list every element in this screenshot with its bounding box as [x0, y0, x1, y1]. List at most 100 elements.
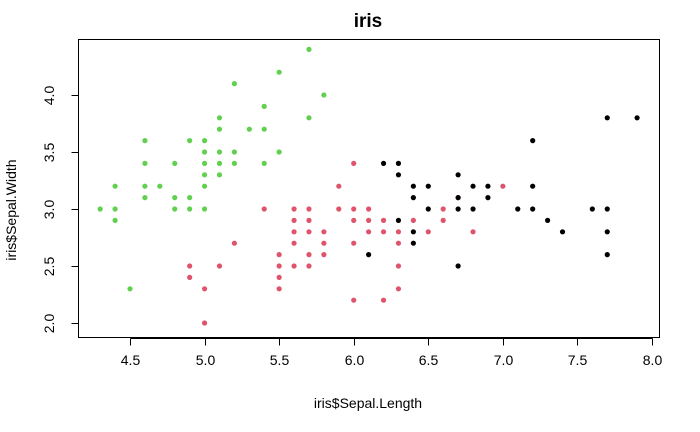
data-point-group-1: [142, 195, 148, 201]
data-point-group-3: [455, 206, 461, 212]
y-tick-label: 2.5: [41, 257, 57, 277]
data-point-group-3: [604, 252, 610, 258]
data-point-group-2: [187, 263, 193, 269]
data-point-group-2: [306, 206, 312, 212]
data-point-group-2: [395, 240, 402, 246]
data-point-group-1: [261, 103, 267, 109]
data-point-group-2: [440, 217, 446, 223]
y-tick-label: 2.0: [41, 314, 57, 334]
data-point-group-3: [530, 138, 536, 144]
data-point-group-1: [216, 115, 223, 121]
data-point-group-2: [276, 274, 282, 280]
data-point-group-3: [470, 183, 476, 189]
data-point-group-2: [440, 206, 446, 212]
data-point-group-3: [425, 183, 431, 189]
data-point-group-3: [545, 217, 551, 223]
data-point-group-3: [410, 183, 416, 189]
data-points: [97, 46, 640, 326]
data-point-group-1: [201, 149, 208, 155]
data-point-group-2: [351, 206, 357, 212]
data-point-group-3: [515, 206, 521, 212]
y-axis-ticks: 2.0 2.5 3.0 3.5 4.0: [41, 86, 79, 334]
data-point-group-2: [276, 252, 282, 258]
data-point-group-1: [127, 286, 133, 292]
data-point-group-2: [201, 320, 208, 326]
data-point-group-2: [425, 229, 431, 235]
data-point-group-2: [306, 252, 312, 258]
data-point-group-2: [321, 240, 327, 246]
data-point-group-3: [425, 206, 431, 212]
data-point-group-2: [187, 274, 193, 280]
data-point-group-2: [216, 263, 223, 269]
data-point-group-1: [231, 149, 237, 155]
data-point-group-2: [395, 263, 402, 269]
plot-area: [78, 39, 660, 338]
data-point-group-2: [380, 229, 387, 235]
data-point-group-1: [261, 126, 267, 132]
data-point-group-2: [306, 263, 312, 269]
data-point-group-1: [201, 206, 208, 212]
y-tick-label: 3.5: [41, 143, 57, 163]
data-point-group-1: [276, 149, 282, 155]
data-point-group-3: [380, 160, 387, 166]
data-point-group-2: [395, 286, 402, 292]
data-point-group-1: [201, 183, 208, 189]
data-point-group-2: [336, 206, 342, 212]
data-point-group-3: [604, 206, 610, 212]
data-point-group-2: [470, 229, 476, 235]
data-point-group-1: [216, 160, 223, 166]
data-point-group-1: [306, 46, 312, 53]
data-point-group-2: [500, 183, 506, 189]
x-tick-label: 6.5: [419, 352, 439, 368]
data-point-group-1: [201, 172, 208, 178]
data-point-group-2: [351, 160, 357, 166]
data-point-group-3: [410, 195, 416, 201]
data-point-group-2: [366, 229, 372, 235]
x-tick-label: 7.0: [494, 352, 514, 368]
data-point-group-2: [276, 263, 282, 269]
data-point-group-2: [291, 240, 297, 246]
data-point-group-3: [530, 183, 536, 189]
x-tick-label: 5.5: [270, 352, 290, 368]
x-axis-ticks: 4.5 5.0 5.5 6.0 6.5 7.0 7.5 8.0: [121, 338, 663, 368]
data-point-group-2: [336, 183, 342, 189]
data-point-group-1: [261, 160, 267, 166]
data-point-group-3: [589, 206, 595, 212]
data-point-group-2: [395, 229, 402, 235]
data-point-group-2: [306, 217, 312, 223]
data-point-group-3: [395, 172, 402, 178]
data-point-group-3: [366, 252, 372, 258]
data-point-group-1: [157, 183, 163, 189]
data-point-group-3: [455, 263, 461, 269]
data-point-group-3: [470, 206, 476, 212]
data-point-group-1: [97, 206, 103, 212]
data-point-group-1: [246, 126, 252, 132]
data-point-group-1: [187, 138, 193, 144]
data-point-group-3: [604, 229, 610, 235]
data-point-group-2: [380, 297, 387, 303]
data-point-group-1: [321, 92, 327, 98]
data-point-group-2: [231, 240, 237, 246]
data-point-group-3: [634, 115, 640, 121]
data-point-group-2: [201, 286, 208, 292]
data-point-group-2: [276, 286, 282, 292]
data-point-group-2: [380, 217, 387, 223]
y-tick-label: 4.0: [41, 86, 57, 106]
x-tick-label: 8.0: [643, 352, 663, 368]
data-point-group-1: [112, 217, 118, 223]
data-point-group-2: [410, 217, 416, 223]
data-point-group-3: [485, 183, 491, 189]
data-point-group-1: [187, 206, 193, 212]
data-point-group-3: [455, 195, 461, 201]
data-point-group-1: [172, 160, 178, 166]
data-point-group-1: [172, 195, 178, 201]
y-tick-label: 3.0: [41, 200, 57, 220]
data-point-group-1: [216, 149, 223, 155]
data-point-group-3: [410, 229, 416, 235]
data-point-group-1: [142, 138, 148, 144]
data-point-group-1: [172, 206, 178, 212]
data-point-group-2: [291, 229, 297, 235]
y-axis-label: iris$Sepal.Width: [3, 159, 19, 260]
data-point-group-1: [216, 126, 223, 132]
data-point-group-1: [306, 115, 312, 121]
